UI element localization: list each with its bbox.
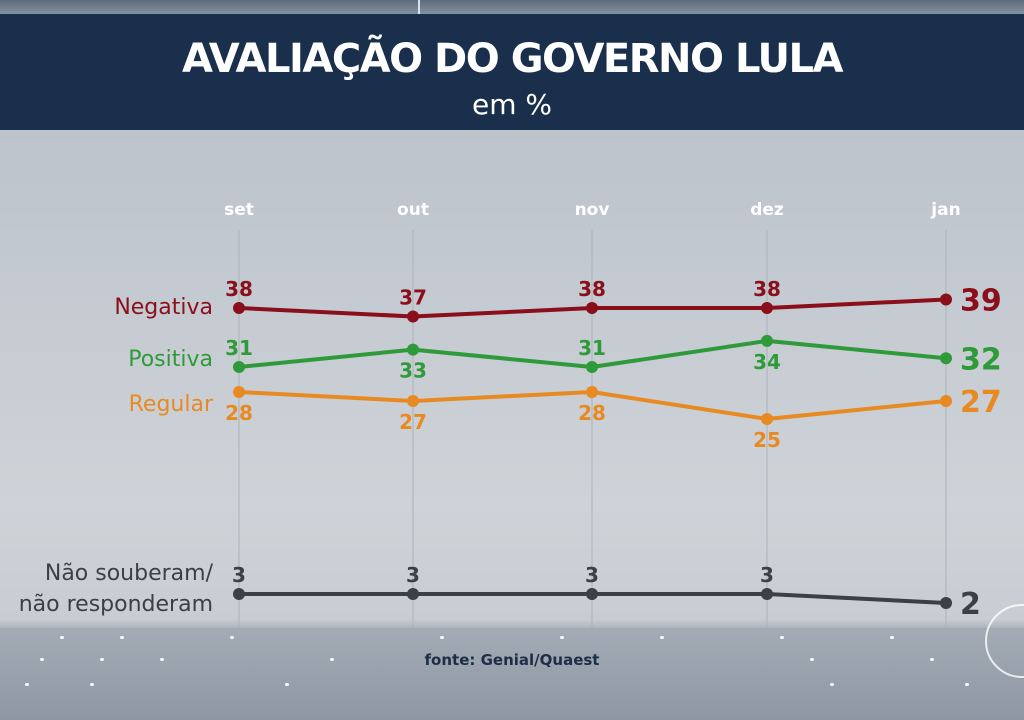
data-point (586, 386, 598, 398)
studio-floor (0, 628, 1024, 720)
floor-light (780, 636, 784, 639)
chart-subtitle: em % (471, 88, 552, 121)
data-label: 38 (753, 277, 781, 301)
data-label: 33 (399, 359, 427, 383)
data-label: 31 (578, 336, 606, 360)
data-label: 38 (225, 277, 253, 301)
legend-label: Positiva (128, 347, 213, 372)
floor-light (930, 658, 934, 661)
floor-light (965, 683, 969, 686)
data-point (940, 597, 952, 609)
data-label: 38 (578, 277, 606, 301)
floor-light (60, 636, 64, 639)
data-point (233, 588, 245, 600)
x-tick-label: jan (930, 200, 960, 220)
floor-light (660, 636, 664, 639)
top-strip-marker (418, 0, 420, 14)
floor-light (230, 636, 234, 639)
floor-light (330, 658, 334, 661)
data-point (407, 395, 419, 407)
data-point (586, 302, 598, 314)
data-label: 27 (399, 410, 427, 434)
data-label-final: 2 (960, 587, 981, 622)
legend-label: Negativa (114, 295, 213, 320)
floor-light (160, 658, 164, 661)
data-point (233, 361, 245, 373)
source-note: fonte: Genial/Quaest (424, 651, 600, 669)
data-label: 3 (585, 563, 599, 587)
data-point (761, 334, 773, 347)
data-point (233, 386, 245, 398)
floor-light (25, 683, 29, 686)
floor-light (440, 636, 444, 639)
floor-light (120, 636, 124, 639)
data-label: 3 (406, 563, 420, 587)
data-point (586, 361, 598, 373)
data-point (233, 302, 245, 314)
x-tick-label: nov (575, 200, 610, 220)
legend-label: Não souberam/ (45, 561, 214, 586)
x-tick-label: out (397, 200, 429, 220)
data-label-final: 39 (960, 284, 1002, 319)
floor-light (100, 658, 104, 661)
data-point (407, 343, 419, 356)
data-point (407, 310, 419, 323)
top-strip (0, 0, 1024, 14)
data-point (940, 293, 952, 306)
floor-light (890, 636, 894, 639)
data-point (407, 588, 419, 600)
floor-light (90, 683, 94, 686)
legend-label: não responderam (19, 592, 213, 617)
chart-title: AVALIAÇÃO DO GOVERNO LULA (182, 36, 843, 82)
data-point (761, 302, 773, 314)
data-label: 28 (225, 401, 253, 425)
title-banner (0, 14, 1024, 130)
data-label-final: 27 (960, 385, 1002, 420)
data-label: 28 (578, 401, 606, 425)
floor-light (560, 636, 564, 639)
floor-light (285, 683, 289, 686)
data-label: 25 (753, 428, 781, 452)
floor-light (40, 658, 44, 661)
data-point (940, 352, 952, 365)
data-point (761, 413, 773, 425)
x-tick-label: dez (750, 200, 784, 220)
data-point (586, 588, 598, 600)
data-point (761, 588, 773, 600)
data-label: 3 (760, 563, 774, 587)
data-label: 34 (753, 350, 781, 374)
floor-light (830, 683, 834, 686)
x-tick-label: set (224, 200, 254, 220)
data-point (940, 395, 952, 407)
data-label: 3 (232, 563, 246, 587)
data-label-final: 32 (960, 342, 1002, 377)
data-label: 37 (399, 286, 427, 310)
floor-light (810, 658, 814, 661)
legend-label: Regular (129, 392, 214, 417)
data-label: 31 (225, 336, 253, 360)
